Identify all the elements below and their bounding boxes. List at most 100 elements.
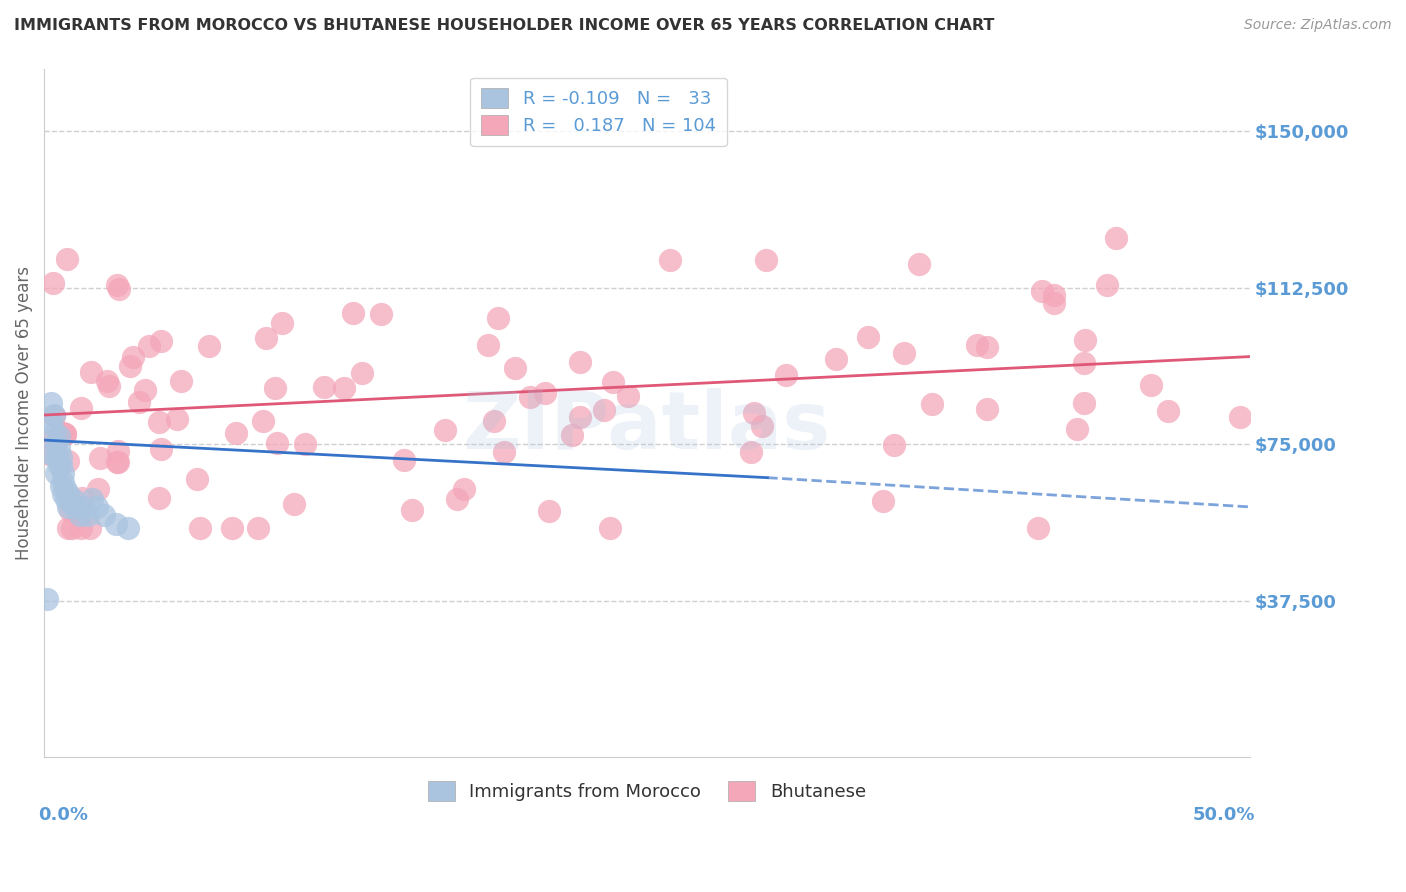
- Point: [148, 415, 170, 429]
- Point: [1043, 288, 1066, 302]
- Point: [1042, 295, 1064, 310]
- Point: [561, 428, 583, 442]
- Point: [38, 446, 60, 460]
- Point: [893, 346, 915, 360]
- Point: [1105, 231, 1128, 245]
- Point: [105, 516, 128, 531]
- Y-axis label: Householder Income Over 65 years: Householder Income Over 65 years: [15, 266, 32, 560]
- Point: [453, 482, 475, 496]
- Point: [1139, 378, 1161, 392]
- Point: [659, 252, 682, 267]
- Point: [252, 414, 274, 428]
- Point: [93, 508, 115, 523]
- Point: [283, 497, 305, 511]
- Point: [593, 403, 616, 417]
- Point: [976, 340, 998, 354]
- Point: [824, 351, 846, 366]
- Point: [883, 438, 905, 452]
- Point: [188, 521, 211, 535]
- Point: [42, 425, 65, 439]
- Point: [1073, 356, 1095, 370]
- Point: [1074, 333, 1097, 347]
- Point: [401, 503, 423, 517]
- Point: [72, 491, 94, 505]
- Point: [1031, 284, 1053, 298]
- Point: [271, 316, 294, 330]
- Point: [65, 500, 87, 514]
- Point: [86, 500, 108, 514]
- Point: [105, 277, 128, 292]
- Point: [1095, 278, 1118, 293]
- Point: [519, 390, 541, 404]
- Point: [38, 445, 60, 459]
- Text: ZIPatlas: ZIPatlas: [463, 388, 831, 466]
- Point: [79, 521, 101, 535]
- Point: [48, 458, 70, 472]
- Point: [82, 491, 104, 506]
- Text: 0.0%: 0.0%: [38, 805, 89, 823]
- Point: [45, 437, 67, 451]
- Point: [49, 479, 72, 493]
- Point: [107, 444, 129, 458]
- Point: [58, 500, 80, 514]
- Point: [59, 496, 82, 510]
- Point: [755, 253, 778, 268]
- Point: [294, 436, 316, 450]
- Point: [49, 450, 72, 464]
- Point: [52, 426, 75, 441]
- Point: [35, 591, 58, 606]
- Point: [332, 381, 354, 395]
- Point: [1066, 422, 1088, 436]
- Point: [52, 475, 75, 489]
- Point: [568, 409, 591, 424]
- Point: [86, 482, 108, 496]
- Point: [56, 521, 79, 535]
- Point: [60, 521, 83, 535]
- Point: [266, 436, 288, 450]
- Point: [1157, 403, 1180, 417]
- Point: [42, 276, 65, 290]
- Point: [97, 379, 120, 393]
- Point: [53, 426, 76, 441]
- Point: [62, 491, 84, 506]
- Point: [149, 334, 172, 349]
- Point: [44, 409, 66, 423]
- Point: [80, 365, 103, 379]
- Point: [856, 329, 879, 343]
- Point: [254, 330, 277, 344]
- Point: [976, 402, 998, 417]
- Point: [148, 491, 170, 506]
- Point: [198, 339, 221, 353]
- Point: [537, 504, 560, 518]
- Point: [966, 338, 988, 352]
- Point: [394, 452, 416, 467]
- Point: [52, 487, 75, 501]
- Point: [89, 451, 111, 466]
- Point: [221, 521, 243, 535]
- Point: [72, 500, 94, 514]
- Point: [494, 444, 516, 458]
- Text: IMMIGRANTS FROM MOROCCO VS BHUTANESE HOUSEHOLDER INCOME OVER 65 YEARS CORRELATIO: IMMIGRANTS FROM MOROCCO VS BHUTANESE HOU…: [14, 18, 994, 33]
- Point: [617, 389, 640, 403]
- Point: [312, 379, 335, 393]
- Point: [1026, 521, 1049, 535]
- Point: [370, 307, 392, 321]
- Point: [742, 406, 765, 420]
- Point: [107, 282, 129, 296]
- Point: [482, 414, 505, 428]
- Point: [120, 359, 142, 373]
- Point: [921, 397, 943, 411]
- Point: [105, 455, 128, 469]
- Point: [342, 306, 364, 320]
- Point: [52, 467, 75, 481]
- Point: [908, 257, 931, 271]
- Point: [55, 483, 77, 498]
- Point: [352, 366, 374, 380]
- Point: [150, 442, 173, 456]
- Point: [48, 429, 70, 443]
- Point: [225, 425, 247, 440]
- Point: [55, 252, 77, 267]
- Point: [533, 386, 555, 401]
- Point: [58, 487, 80, 501]
- Point: [775, 368, 797, 383]
